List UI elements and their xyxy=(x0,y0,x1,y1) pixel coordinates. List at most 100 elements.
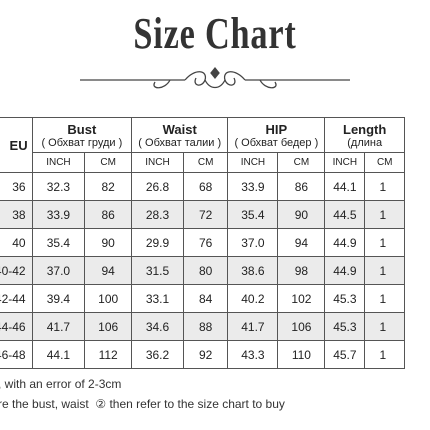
data-row: 36 32.3 82 26.8 68 33.9 86 44.1 1 xyxy=(0,172,405,201)
group-label: Bust xyxy=(67,121,97,137)
group-label: Waist xyxy=(162,121,197,137)
value-cell: 26.8 xyxy=(131,172,184,201)
value-cell: 98 xyxy=(277,256,326,285)
value-cell: 1 xyxy=(364,340,405,369)
header-row: EU Bust( Обхват груди ) Waist( Обхват тали… xyxy=(0,117,405,173)
unit-label: INCH xyxy=(131,152,184,173)
value-cell: 44.1 xyxy=(324,172,366,201)
size-cell: 40-42 xyxy=(0,256,33,285)
value-cell: 45.3 xyxy=(324,312,366,341)
group-header: Waist( Обхват талии ) xyxy=(131,117,229,153)
value-cell: 41.7 xyxy=(31,312,86,341)
value-cell: 44.5 xyxy=(324,200,366,229)
group-sub: ( Обхват бедер ) xyxy=(234,136,319,149)
value-cell: 1 xyxy=(364,312,405,341)
value-cell: 44.1 xyxy=(31,340,86,369)
value-cell: 33.1 xyxy=(131,284,184,313)
value-cell: 106 xyxy=(84,312,133,341)
group-header: Bust( Обхват груди ) xyxy=(31,117,133,153)
unit-label: INCH xyxy=(324,152,366,173)
value-cell: 1 xyxy=(364,256,405,285)
value-cell: 44.9 xyxy=(324,256,366,285)
value-cell: 45.3 xyxy=(324,284,366,313)
unit-label: INCH xyxy=(227,152,279,173)
size-cell: 36 xyxy=(0,172,33,201)
note: , with an error of 2-3cm xyxy=(0,377,122,391)
value-cell: 45.7 xyxy=(324,340,366,369)
size-cell: 40 xyxy=(0,228,33,257)
value-cell: 28.3 xyxy=(131,200,184,229)
value-cell: 94 xyxy=(277,228,326,257)
group-sub: (длина xyxy=(347,136,383,149)
value-cell: 1 xyxy=(364,228,405,257)
group-label: Length xyxy=(343,121,387,137)
value-cell: 1 xyxy=(364,284,405,313)
value-cell: 86 xyxy=(277,172,326,201)
group-header: HIP( Обхват бедер ) xyxy=(227,117,326,153)
value-cell: 1 xyxy=(364,172,405,201)
data-row: 38 33.9 86 28.3 72 35.4 90 44.5 1 xyxy=(0,200,405,229)
group-header: Length (длина xyxy=(324,117,405,153)
value-cell: 88 xyxy=(182,312,229,341)
value-cell: 38.6 xyxy=(227,256,279,285)
group-sub: ( Обхват груди ) xyxy=(41,136,123,149)
size-cell: 42-44 xyxy=(0,284,33,313)
group-header: EU xyxy=(0,117,33,173)
value-cell: 82 xyxy=(84,172,133,201)
unit-label: CM xyxy=(364,152,405,173)
value-cell: 1 xyxy=(364,200,405,229)
size-cell: 44-46 xyxy=(0,312,33,341)
value-cell: 29.9 xyxy=(131,228,184,257)
value-cell: 44.9 xyxy=(324,228,366,257)
value-cell: 35.4 xyxy=(31,228,86,257)
unit-label: CM xyxy=(277,152,326,173)
unit-label: CM xyxy=(84,152,133,173)
value-cell: 72 xyxy=(182,200,229,229)
value-cell: 34.6 xyxy=(131,312,184,341)
value-cell: 84 xyxy=(182,284,229,313)
size-cell: 46-48 xyxy=(0,340,33,369)
value-cell: 40.2 xyxy=(227,284,279,313)
value-cell: 106 xyxy=(277,312,326,341)
size-table: EU Bust( Обхват груди ) Waist( Обхват тали… xyxy=(0,117,405,369)
value-cell: 80 xyxy=(182,256,229,285)
note: re the bust, waist ② then refer to the s… xyxy=(0,397,285,411)
group-sub: ( Обхват талии ) xyxy=(138,136,222,149)
unit-label: CM xyxy=(182,152,229,173)
value-cell: 37.0 xyxy=(227,228,279,257)
value-cell: 92 xyxy=(182,340,229,369)
value-cell: 39.4 xyxy=(31,284,86,313)
unit-row: INCH CM INCH CM INCH CM INCH CM xyxy=(0,152,405,173)
value-cell: 86 xyxy=(84,200,133,229)
value-cell: 33.9 xyxy=(227,172,279,201)
value-cell: 76 xyxy=(182,228,229,257)
value-cell: 37.0 xyxy=(31,256,86,285)
value-cell: 36.2 xyxy=(131,340,184,369)
value-cell: 32.3 xyxy=(31,172,86,201)
value-cell: 31.5 xyxy=(131,256,184,285)
value-cell: 102 xyxy=(277,284,326,313)
value-cell: 90 xyxy=(84,228,133,257)
value-cell: 43.3 xyxy=(227,340,279,369)
data-row: 40 35.4 90 29.9 76 37.0 94 44.9 1 xyxy=(0,228,405,257)
unit-label: INCH xyxy=(31,152,86,173)
value-cell: 110 xyxy=(277,340,326,369)
value-cell: 90 xyxy=(277,200,326,229)
value-cell: 33.9 xyxy=(31,200,86,229)
value-cell: 112 xyxy=(84,340,133,369)
value-cell: 68 xyxy=(182,172,229,201)
group-label: EU xyxy=(9,137,28,153)
title: Size Chart xyxy=(133,9,297,58)
value-cell: 35.4 xyxy=(227,200,279,229)
value-cell: 94 xyxy=(84,256,133,285)
value-cell: 41.7 xyxy=(227,312,279,341)
ornament xyxy=(80,66,350,89)
value-cell: 100 xyxy=(84,284,133,313)
group-label: HIP xyxy=(265,121,288,137)
